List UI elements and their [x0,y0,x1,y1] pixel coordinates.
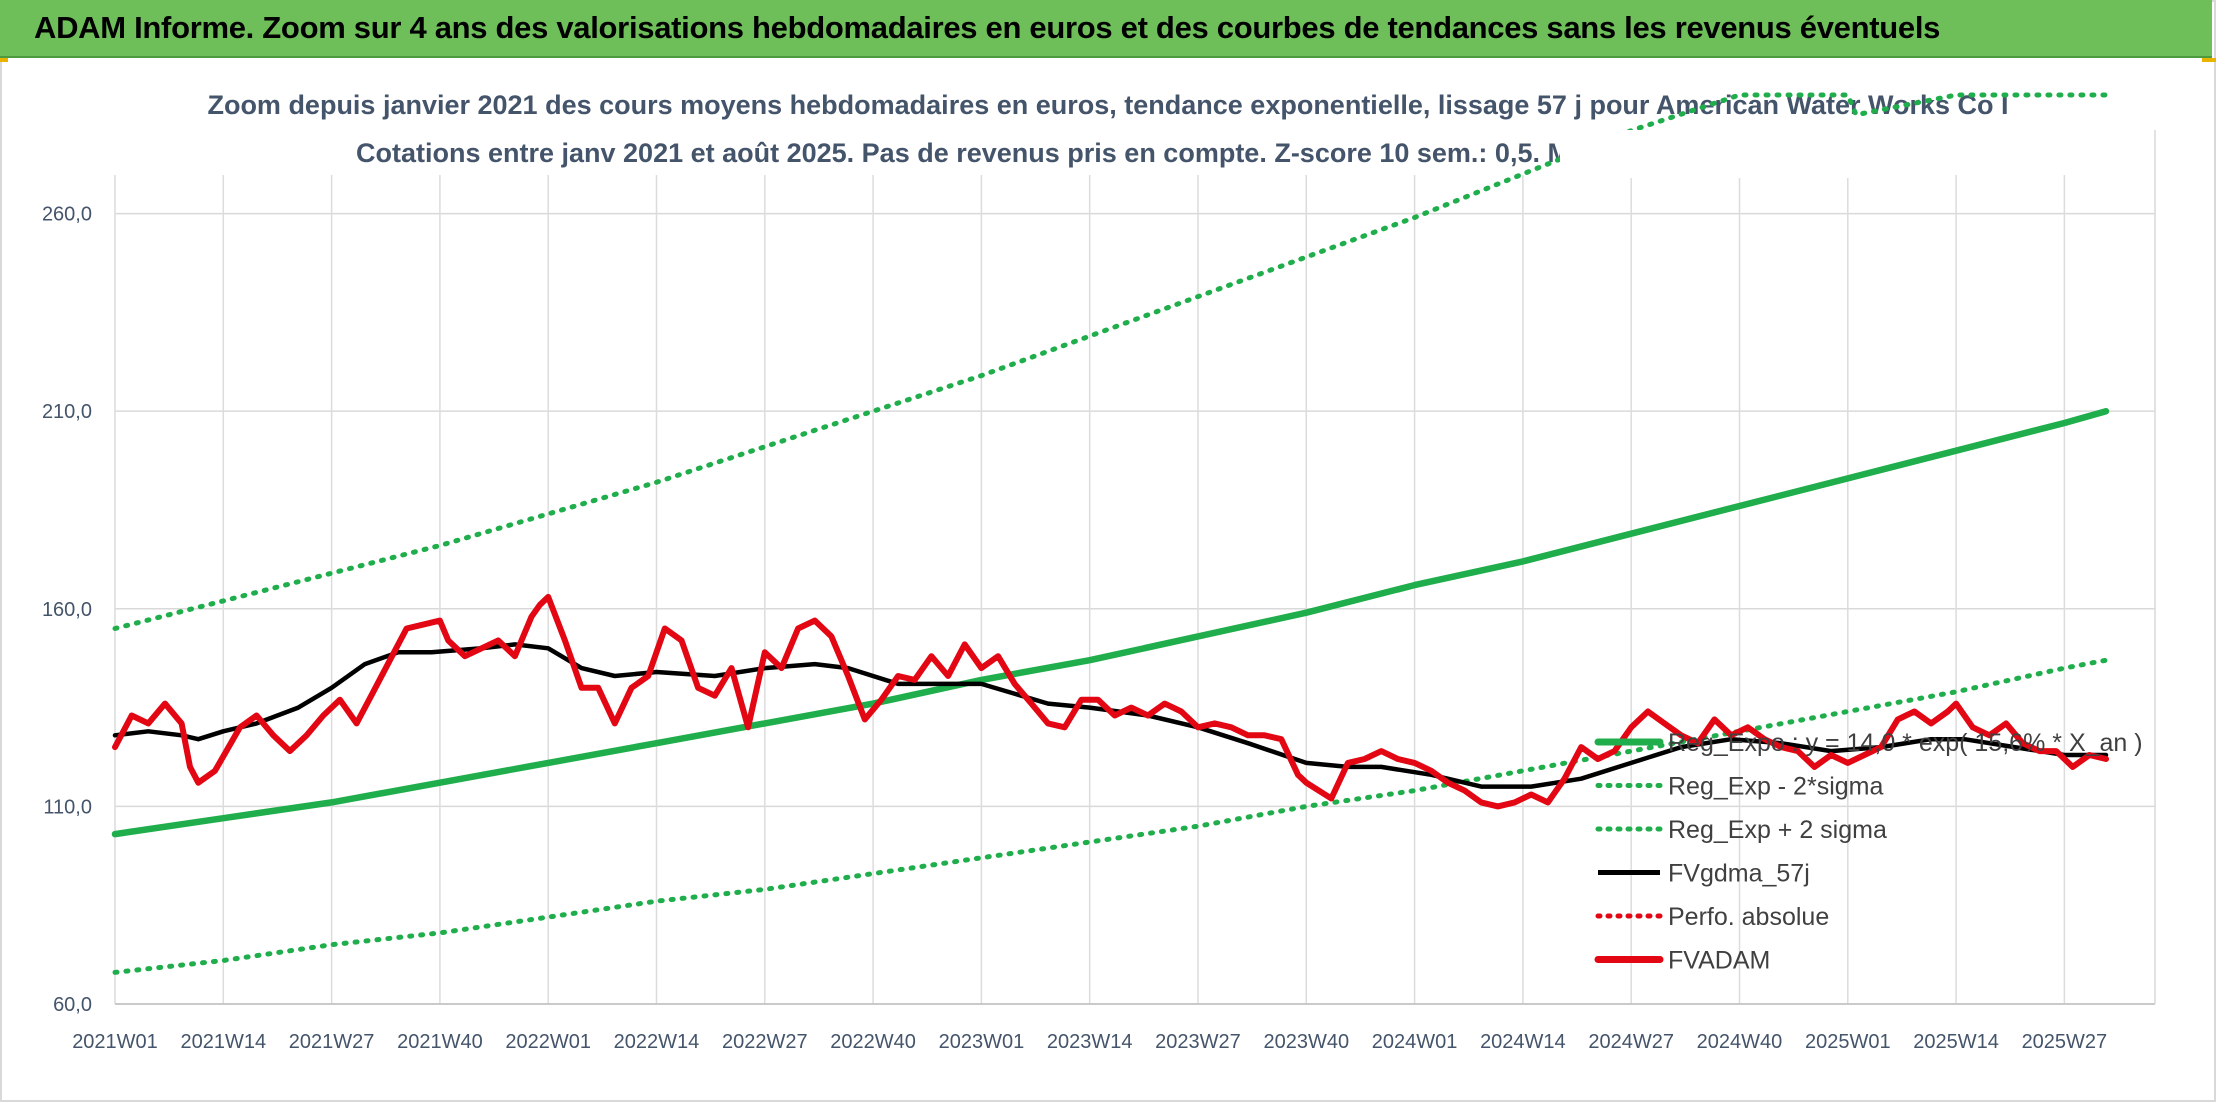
y-tick-label: 160,0 [42,599,92,621]
series-minus2 [112,657,2109,975]
legend-label-perfo: Perfo. absolue [1668,903,1829,931]
legend-label-plus2: Reg_Exp + 2 sigma [1668,816,1887,844]
accent-left [0,58,8,62]
x-tick-label: 2024W14 [1480,1031,1566,1053]
legend-label-minus2: Reg_Exp - 2*sigma [1668,773,1883,801]
y-tick-label: 110,0 [43,796,92,818]
x-tick-label: 2021W14 [180,1031,266,1053]
x-tick-label: 2022W01 [505,1031,591,1053]
x-tick-label: 2023W27 [1155,1031,1241,1053]
x-tick-label: 2024W40 [1697,1031,1783,1053]
series-layer [111,92,2110,975]
series-plus2 [112,92,2109,631]
y-tick-label: 60,0 [53,994,92,1016]
x-tick-label: 2021W27 [289,1031,375,1053]
title-mask [1560,130,1940,178]
x-tick-label: 2023W14 [1047,1031,1133,1053]
page-title: ADAM Informe. Zoom sur 4 ans des valoris… [34,10,1941,45]
x-tick-label: 2025W14 [1913,1031,1999,1053]
y-axis-ticks: 60,0 110,0 160,0 210,0 260,0 [42,204,92,1016]
x-axis-ticks: 2021W01 2021W14 2021W27 2021W40 2022W01 2022W… [72,1031,2107,1053]
series-fvadam [112,593,2109,810]
accent-right [2202,58,2216,62]
legend-label-reg_exp: Reg_Expo : y = 14,0 * exp( 15,6% * X_an … [1668,729,2143,757]
legend-label-fvgdma: FVgdma_57j [1668,860,1810,888]
x-tick-label: 2023W01 [939,1031,1025,1053]
chart-title-line-1: Zoom depuis janvier 2021 des cours moyen… [207,90,2008,120]
grid [114,130,2156,1005]
x-tick-label: 2025W01 [1805,1031,1891,1053]
series-reg_exp [111,407,2110,838]
legend-label-fvadam: FVADAM [1668,947,1770,975]
x-tick-label: 2024W01 [1372,1031,1458,1053]
x-tick-label: 2022W27 [722,1031,808,1053]
x-tick-label: 2022W14 [614,1031,700,1053]
x-tick-label: 2025W27 [2022,1031,2108,1053]
x-tick-label: 2022W40 [830,1031,916,1053]
x-tick-label: 2024W27 [1588,1031,1674,1053]
x-tick-label: 2021W01 [72,1031,158,1053]
legend: Reg_Expo : y = 14,0 * exp( 15,6% * X_an … [1594,729,2143,975]
x-tick-label: 2023W40 [1263,1031,1349,1053]
header-bar: ADAM Informe. Zoom sur 4 ans des valoris… [0,0,2212,58]
y-tick-label: 210,0 [42,401,92,423]
x-tick-label: 2021W40 [397,1031,483,1053]
y-tick-label: 260,0 [42,204,92,226]
series-fvgdma [112,642,2109,789]
